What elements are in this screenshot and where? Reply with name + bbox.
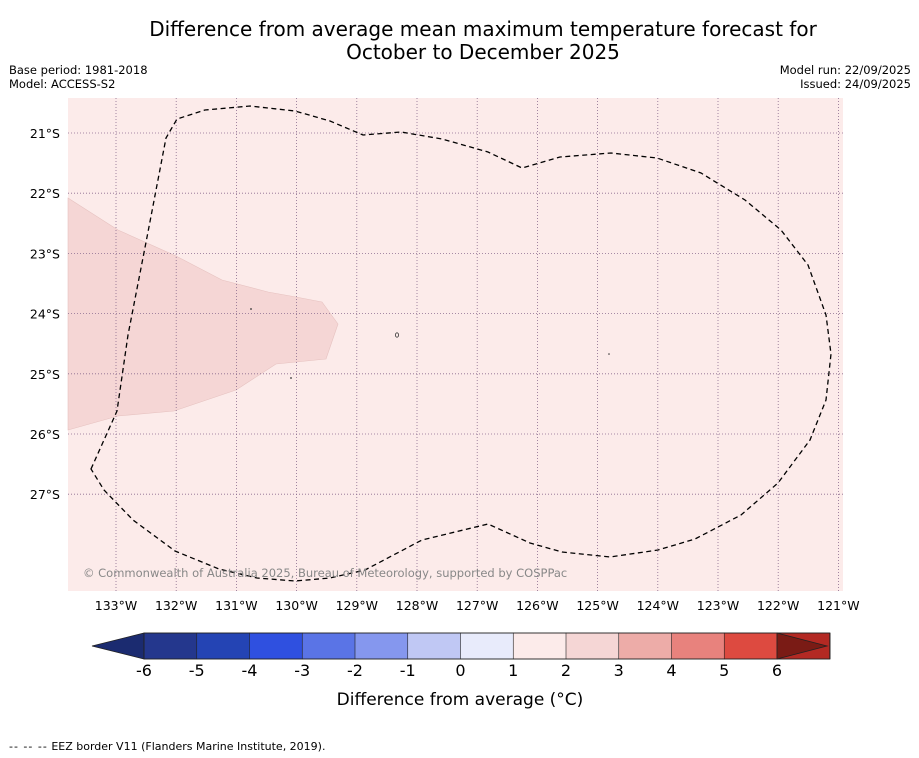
- colorbar-tick-label: 4: [666, 661, 676, 680]
- eez-dash-symbol: -- -- --: [9, 740, 48, 753]
- longitude-label: 132°W: [155, 598, 197, 613]
- colorbar-tick-label: -2: [347, 661, 363, 680]
- colorbar-tick-label: 5: [719, 661, 729, 680]
- colorbar-over-arrow: [776, 632, 829, 660]
- colorbar-block: [460, 632, 514, 660]
- colorbar-under-arrow: [91, 632, 145, 660]
- longitude-label: 124°W: [637, 598, 679, 613]
- colorbar-tick-label: -5: [189, 661, 205, 680]
- colorbar-tick-label: 6: [772, 661, 782, 680]
- model-run: Model run: 22/09/2025: [779, 63, 911, 77]
- island-mark: [250, 308, 252, 310]
- base-period: Base period: 1981-2018: [9, 63, 148, 77]
- colorbar-block: [565, 632, 620, 660]
- colorbar-frame: [143, 632, 831, 660]
- colorbar-block: [354, 632, 409, 660]
- copyright-notice: © Commonwealth of Australia 2025, Bureau…: [83, 566, 567, 580]
- latitude-label: 27°S: [30, 487, 60, 502]
- legend-footnote: -- -- -- EEZ border V11 (Flanders Marine…: [9, 740, 325, 753]
- colorbar-tick-label: -4: [242, 661, 258, 680]
- longitude-label: 122°W: [757, 598, 799, 613]
- colorbar: -6 -5 -4 -3 -2 -1 0 1 2 3 4 5 6 Difference from aver…: [91, 632, 831, 710]
- latitude-label: 23°S: [30, 246, 60, 261]
- latitude-labels: 21°S 22°S 23°S 24°S 25°S 26°S 27°S: [30, 126, 60, 502]
- colorbar-label: Difference from average (°C): [337, 690, 584, 710]
- colorbar-tick-label: -3: [294, 661, 310, 680]
- meta-right: Model run: 22/09/2025 Issued: 24/09/2025: [780, 63, 911, 91]
- latitude-label: 25°S: [30, 367, 60, 382]
- colorbar-tick-label: -6: [136, 661, 152, 680]
- colorbar-block: [301, 632, 356, 660]
- eez-border: [90, 105, 832, 582]
- title-line-2: October to December 2025: [346, 40, 620, 64]
- colorbar-block: [249, 632, 303, 660]
- longitude-label: 123°W: [697, 598, 739, 613]
- latitude-label: 21°S: [30, 126, 60, 141]
- model-name: Model: ACCESS-S2: [9, 77, 116, 91]
- map-title: Difference from average mean maximum tem…: [0, 18, 919, 64]
- longitude-label: 130°W: [275, 598, 317, 613]
- longitude-label: 129°W: [336, 598, 378, 613]
- issued-date: Issued: 24/09/2025: [800, 77, 911, 91]
- island-mark: [394, 332, 399, 338]
- colorbar-tick-label: 3: [614, 661, 624, 680]
- colorbar-tick-label: 2: [561, 661, 571, 680]
- island-mark: [290, 377, 292, 379]
- latitude-label: 24°S: [30, 307, 60, 322]
- colorbar-block: [723, 632, 778, 660]
- colorbar-tick-label: 1: [508, 661, 518, 680]
- eez-source: EEZ border V11 (Flanders Marine Institut…: [51, 740, 326, 753]
- colorbar-block: [407, 632, 462, 660]
- colorbar-block: [512, 632, 567, 660]
- title-line-1: Difference from average mean maximum tem…: [149, 17, 817, 41]
- colorbar-block: [671, 632, 725, 660]
- longitude-label: 128°W: [396, 598, 438, 613]
- gridlines: [68, 98, 843, 591]
- colorbar-block: [196, 632, 251, 660]
- longitude-label: 133°W: [95, 598, 137, 613]
- colorbar-tick-label: -1: [400, 661, 416, 680]
- longitude-label: 131°W: [215, 598, 257, 613]
- colorbar-block: [143, 632, 198, 660]
- latitude-label: 22°S: [30, 186, 60, 201]
- longitude-label: 127°W: [456, 598, 498, 613]
- colorbar-tick-label: 0: [455, 661, 465, 680]
- meta-left: Base period: 1981-2018 Model: ACCESS-S2: [9, 63, 148, 91]
- colorbar-block: [618, 632, 673, 660]
- longitude-label: 126°W: [516, 598, 558, 613]
- longitude-label: 121°W: [817, 598, 859, 613]
- longitude-labels: 133°W 132°W 131°W 130°W 129°W 128°W 127°W 126°W…: [95, 598, 860, 613]
- latitude-label: 26°S: [30, 427, 60, 442]
- longitude-label: 125°W: [576, 598, 618, 613]
- island-mark: [608, 353, 610, 355]
